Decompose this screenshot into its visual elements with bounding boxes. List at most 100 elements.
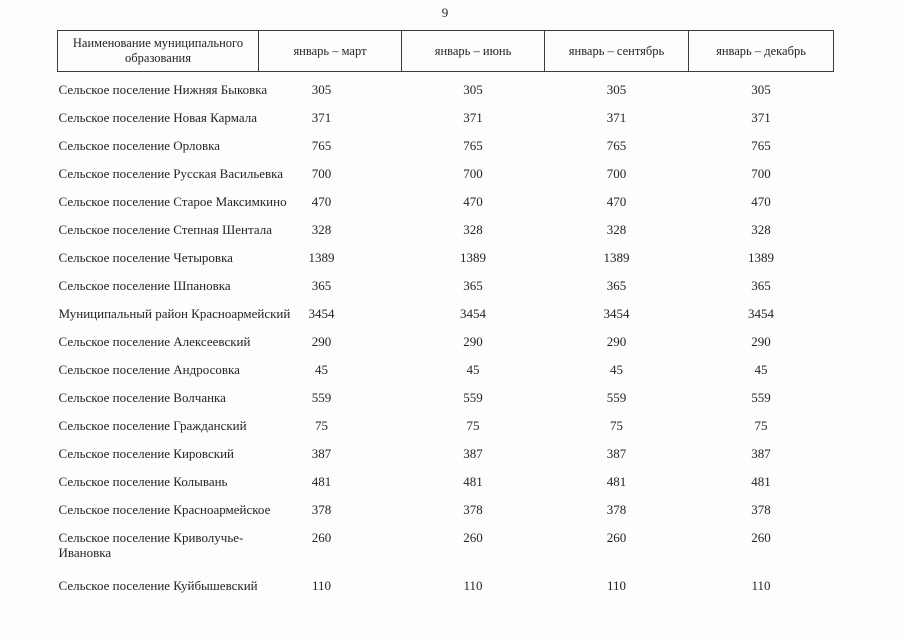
municipality-name: Сельское поселение Колывань [58, 473, 228, 489]
period-value: 328 [463, 221, 483, 237]
municipality-name: Сельское поселение Нижняя Быковка [58, 82, 268, 97]
period-value: 260 [463, 529, 483, 545]
table-row: Сельское поселение Куйбышевский 110 110 110… [58, 561, 834, 595]
period-value: 75 [754, 417, 768, 433]
table-row: Сельское поселение Красноармейское 378 378… [58, 492, 834, 520]
period-value: 45 [466, 361, 480, 377]
header-period-jan-mar: январь – март [258, 30, 402, 72]
period-value: 45 [754, 361, 768, 377]
header-period-jan-jun: январь – июнь [401, 30, 545, 72]
period-value: 290 [463, 333, 483, 349]
table-row: Сельское поселение Четыровка 1389 1389 1389… [58, 240, 834, 268]
period-value: 481 [751, 473, 771, 489]
period-value: 365 [463, 277, 483, 293]
period-value: 3454 [460, 305, 486, 321]
period-value: 110 [463, 577, 483, 593]
table-row: Сельское поселение Гражданский 75 75 75 75 [58, 408, 834, 436]
table-row: Сельское поселение Степная Шентала 328 328… [58, 212, 834, 240]
period-value: 328 [606, 221, 627, 237]
table-row: Сельское поселение Андросовка 45 45 45 45 [58, 352, 834, 380]
period-value: 559 [751, 389, 771, 405]
period-value: 481 [463, 473, 483, 489]
period-value: 700 [751, 165, 771, 181]
table-row: Сельское поселение Русская Васильевка 700… [58, 156, 834, 184]
period-value: 290 [311, 333, 332, 349]
table-row: Сельское поселение Орловка 765 765 765 765 [58, 128, 834, 156]
period-value: 75 [466, 417, 480, 433]
period-value: 387 [606, 445, 627, 461]
period-value: 378 [311, 501, 332, 517]
period-value: 260 [311, 529, 332, 545]
period-value: 3454 [748, 305, 774, 321]
table-row: Сельское поселение Колывань 481 481 481 481 [58, 464, 834, 492]
period-value: 260 [606, 529, 627, 545]
period-value: 700 [606, 165, 627, 181]
period-value: 700 [463, 165, 483, 181]
municipality-name: Сельское поселение Андросовка [58, 361, 240, 377]
period-value: 559 [311, 389, 332, 405]
table-row: Сельское поселение Старое Максимкино 470 4… [58, 184, 834, 212]
period-value: 387 [311, 445, 332, 461]
municipality-name: Сельское поселение Куйбышевский [58, 577, 258, 593]
municipality-name: Сельское поселение Старое Максимкино [58, 193, 287, 209]
period-value: 75 [315, 417, 328, 433]
municipality-name: Сельское поселение Гражданский [58, 417, 247, 433]
period-value: 305 [463, 82, 483, 97]
period-value: 3454 [603, 305, 630, 321]
period-value: 559 [606, 389, 627, 405]
table-row: Сельское поселение Шпановка 365 365 365 365 [58, 268, 834, 296]
period-value: 110 [606, 577, 627, 593]
period-value: 378 [606, 501, 627, 517]
period-value: 3454 [308, 305, 335, 321]
period-value: 328 [311, 221, 332, 237]
period-value: 45 [610, 361, 623, 377]
period-value: 378 [463, 501, 483, 517]
municipality-name: Сельское поселение Красноармейское [58, 501, 271, 517]
header-row: Наименование муниципального образования … [57, 30, 834, 72]
period-value: 371 [463, 109, 483, 125]
period-value: 328 [751, 221, 771, 237]
period-value: 765 [606, 137, 627, 153]
municipality-name: Муниципальный район Красноармейский [58, 305, 291, 321]
header-period-jan-sep: январь – сентябрь [544, 30, 689, 72]
table-row: Сельское поселение Волчанка 559 559 559 559 [58, 380, 834, 408]
table-row: Сельское поселение Криволучье- Ивановка 2… [58, 520, 834, 561]
period-value: 765 [463, 137, 483, 153]
municipal-report-table: Наименование муниципального образования … [57, 30, 834, 595]
table-row: Сельское поселение Кировский 387 387 387 387 [58, 436, 834, 464]
period-value: 75 [610, 417, 623, 433]
period-value: 290 [606, 333, 627, 349]
header-municipality-name: Наименование муниципального образования [57, 30, 259, 72]
table-row: Сельское поселение Нижняя Быковка 305 305 3… [58, 72, 834, 100]
period-value: 305 [311, 82, 332, 97]
period-value: 481 [311, 473, 332, 489]
period-value: 470 [606, 193, 627, 209]
period-value: 260 [751, 529, 771, 545]
period-value: 1389 [460, 249, 486, 265]
period-value: 365 [606, 277, 627, 293]
period-value: 559 [463, 389, 483, 405]
period-value: 110 [311, 577, 332, 593]
page-number: 9 [441, 5, 449, 20]
municipality-name: Сельское поселение Волчанка [58, 389, 226, 405]
header-period-jan-dec: январь – декабрь [688, 30, 834, 72]
municipality-name: Сельское поселение Алексеевский [58, 333, 251, 349]
municipality-name: Сельское поселение Четыровка [58, 249, 233, 265]
period-value: 371 [606, 109, 627, 125]
period-value: 470 [311, 193, 332, 209]
period-value: 365 [311, 277, 332, 293]
period-value: 1389 [603, 249, 630, 265]
period-value: 470 [463, 193, 483, 209]
municipality-name: Сельское поселение Орловка [58, 137, 221, 153]
municipality-name: Сельское поселение Новая Кармала [58, 109, 258, 125]
period-value: 305 [751, 82, 771, 97]
period-value: 700 [311, 165, 332, 181]
period-value: 1389 [748, 249, 774, 265]
municipality-name: Сельское поселение Криволучье- Ивановка [58, 529, 244, 560]
period-value: 378 [751, 501, 771, 517]
period-value: 110 [751, 577, 771, 593]
period-value: 371 [311, 109, 332, 125]
period-value: 1389 [308, 249, 335, 265]
period-value: 371 [751, 109, 771, 125]
